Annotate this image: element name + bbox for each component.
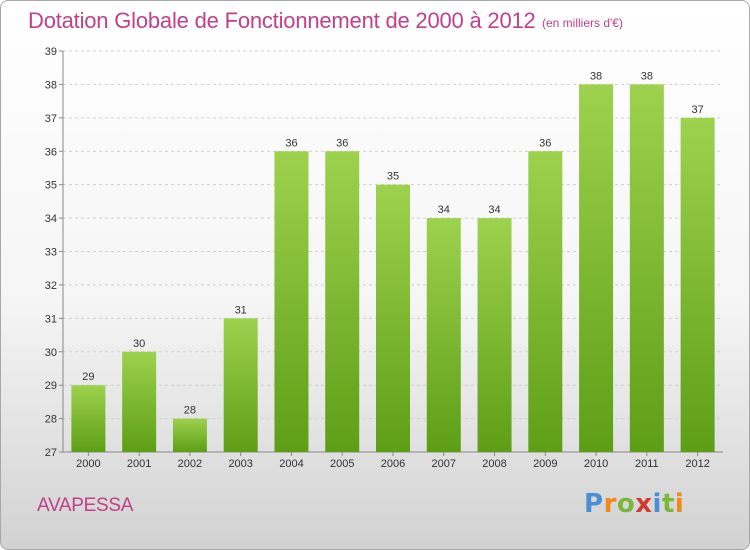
logo-letter: t bbox=[661, 489, 675, 519]
bar-value-label: 36 bbox=[336, 137, 348, 149]
bar bbox=[122, 351, 157, 452]
x-tick-label: 2007 bbox=[432, 458, 456, 470]
bar bbox=[528, 151, 563, 452]
bar bbox=[223, 318, 258, 452]
bar bbox=[629, 84, 664, 453]
bar-value-label: 36 bbox=[285, 137, 297, 149]
bar bbox=[426, 218, 461, 452]
bar bbox=[680, 117, 715, 452]
bar bbox=[477, 218, 512, 452]
y-tick-label: 38 bbox=[45, 79, 57, 91]
y-tick-label: 37 bbox=[45, 113, 57, 125]
x-tick-label: 2000 bbox=[76, 458, 100, 470]
bar-value-label: 36 bbox=[539, 137, 551, 149]
y-tick-label: 29 bbox=[45, 380, 57, 392]
x-tick-label: 2009 bbox=[533, 458, 557, 470]
logo-letter: x bbox=[635, 489, 653, 519]
y-tick-label: 32 bbox=[45, 280, 57, 292]
bar bbox=[172, 418, 207, 452]
bar-value-label: 35 bbox=[387, 171, 399, 183]
bar bbox=[71, 385, 106, 452]
chart-title: Dotation Globale de Fonctionnement de 20… bbox=[28, 8, 536, 33]
logo-letter: P bbox=[584, 489, 604, 519]
logo-letter: r bbox=[603, 489, 617, 519]
y-tick-label: 33 bbox=[45, 247, 57, 259]
commune-name: AVAPESSA bbox=[37, 495, 134, 516]
bar bbox=[376, 184, 410, 452]
bar-layer bbox=[71, 84, 715, 453]
y-tick-label: 27 bbox=[45, 447, 57, 459]
y-tick-label: 28 bbox=[45, 414, 57, 426]
bar bbox=[274, 151, 309, 452]
bar-value-label: 29 bbox=[82, 371, 94, 383]
bar-value-label: 38 bbox=[590, 70, 602, 82]
label-layer: 29 30 28 31 36 36 35 34 34 36 38 38 37 bbox=[82, 70, 703, 416]
bar-value-label: 34 bbox=[488, 204, 500, 216]
x-tick-label: 2002 bbox=[178, 458, 202, 470]
bar bbox=[325, 151, 360, 452]
bar-value-label: 34 bbox=[438, 204, 450, 216]
x-tick-label: 2006 bbox=[381, 458, 405, 470]
bar-value-label: 30 bbox=[133, 338, 145, 350]
x-tick-label: 2001 bbox=[127, 458, 151, 470]
x-tick-label: 2004 bbox=[279, 458, 303, 470]
bar-value-label: 31 bbox=[235, 304, 247, 316]
x-tick-label: 2011 bbox=[635, 458, 659, 470]
y-tick-label: 30 bbox=[45, 347, 57, 359]
x-tick-label: 2008 bbox=[482, 458, 506, 470]
logo-letter: i bbox=[674, 489, 685, 519]
logo-letter: o bbox=[616, 489, 636, 519]
y-tick-label: 34 bbox=[45, 213, 57, 225]
logo-letter: i bbox=[652, 489, 662, 519]
y-tick-label: 35 bbox=[45, 180, 57, 192]
x-tick-label: 2010 bbox=[584, 458, 608, 470]
proxiti-logo: Proxiti bbox=[584, 489, 684, 519]
x-tick-label: 2005 bbox=[330, 458, 354, 470]
y-tick-label: 31 bbox=[45, 313, 57, 325]
y-tick-label: 39 bbox=[45, 46, 57, 58]
x-tick-label: 2012 bbox=[685, 458, 709, 470]
y-tick-label: 36 bbox=[45, 146, 57, 158]
bar-value-label: 28 bbox=[184, 405, 196, 417]
bar-value-label: 37 bbox=[691, 104, 703, 116]
bar bbox=[579, 84, 614, 453]
bar-value-label: 38 bbox=[641, 70, 653, 82]
chart-subtitle: (en milliers d'€) bbox=[542, 16, 623, 30]
x-tick-label: 2003 bbox=[228, 458, 252, 470]
